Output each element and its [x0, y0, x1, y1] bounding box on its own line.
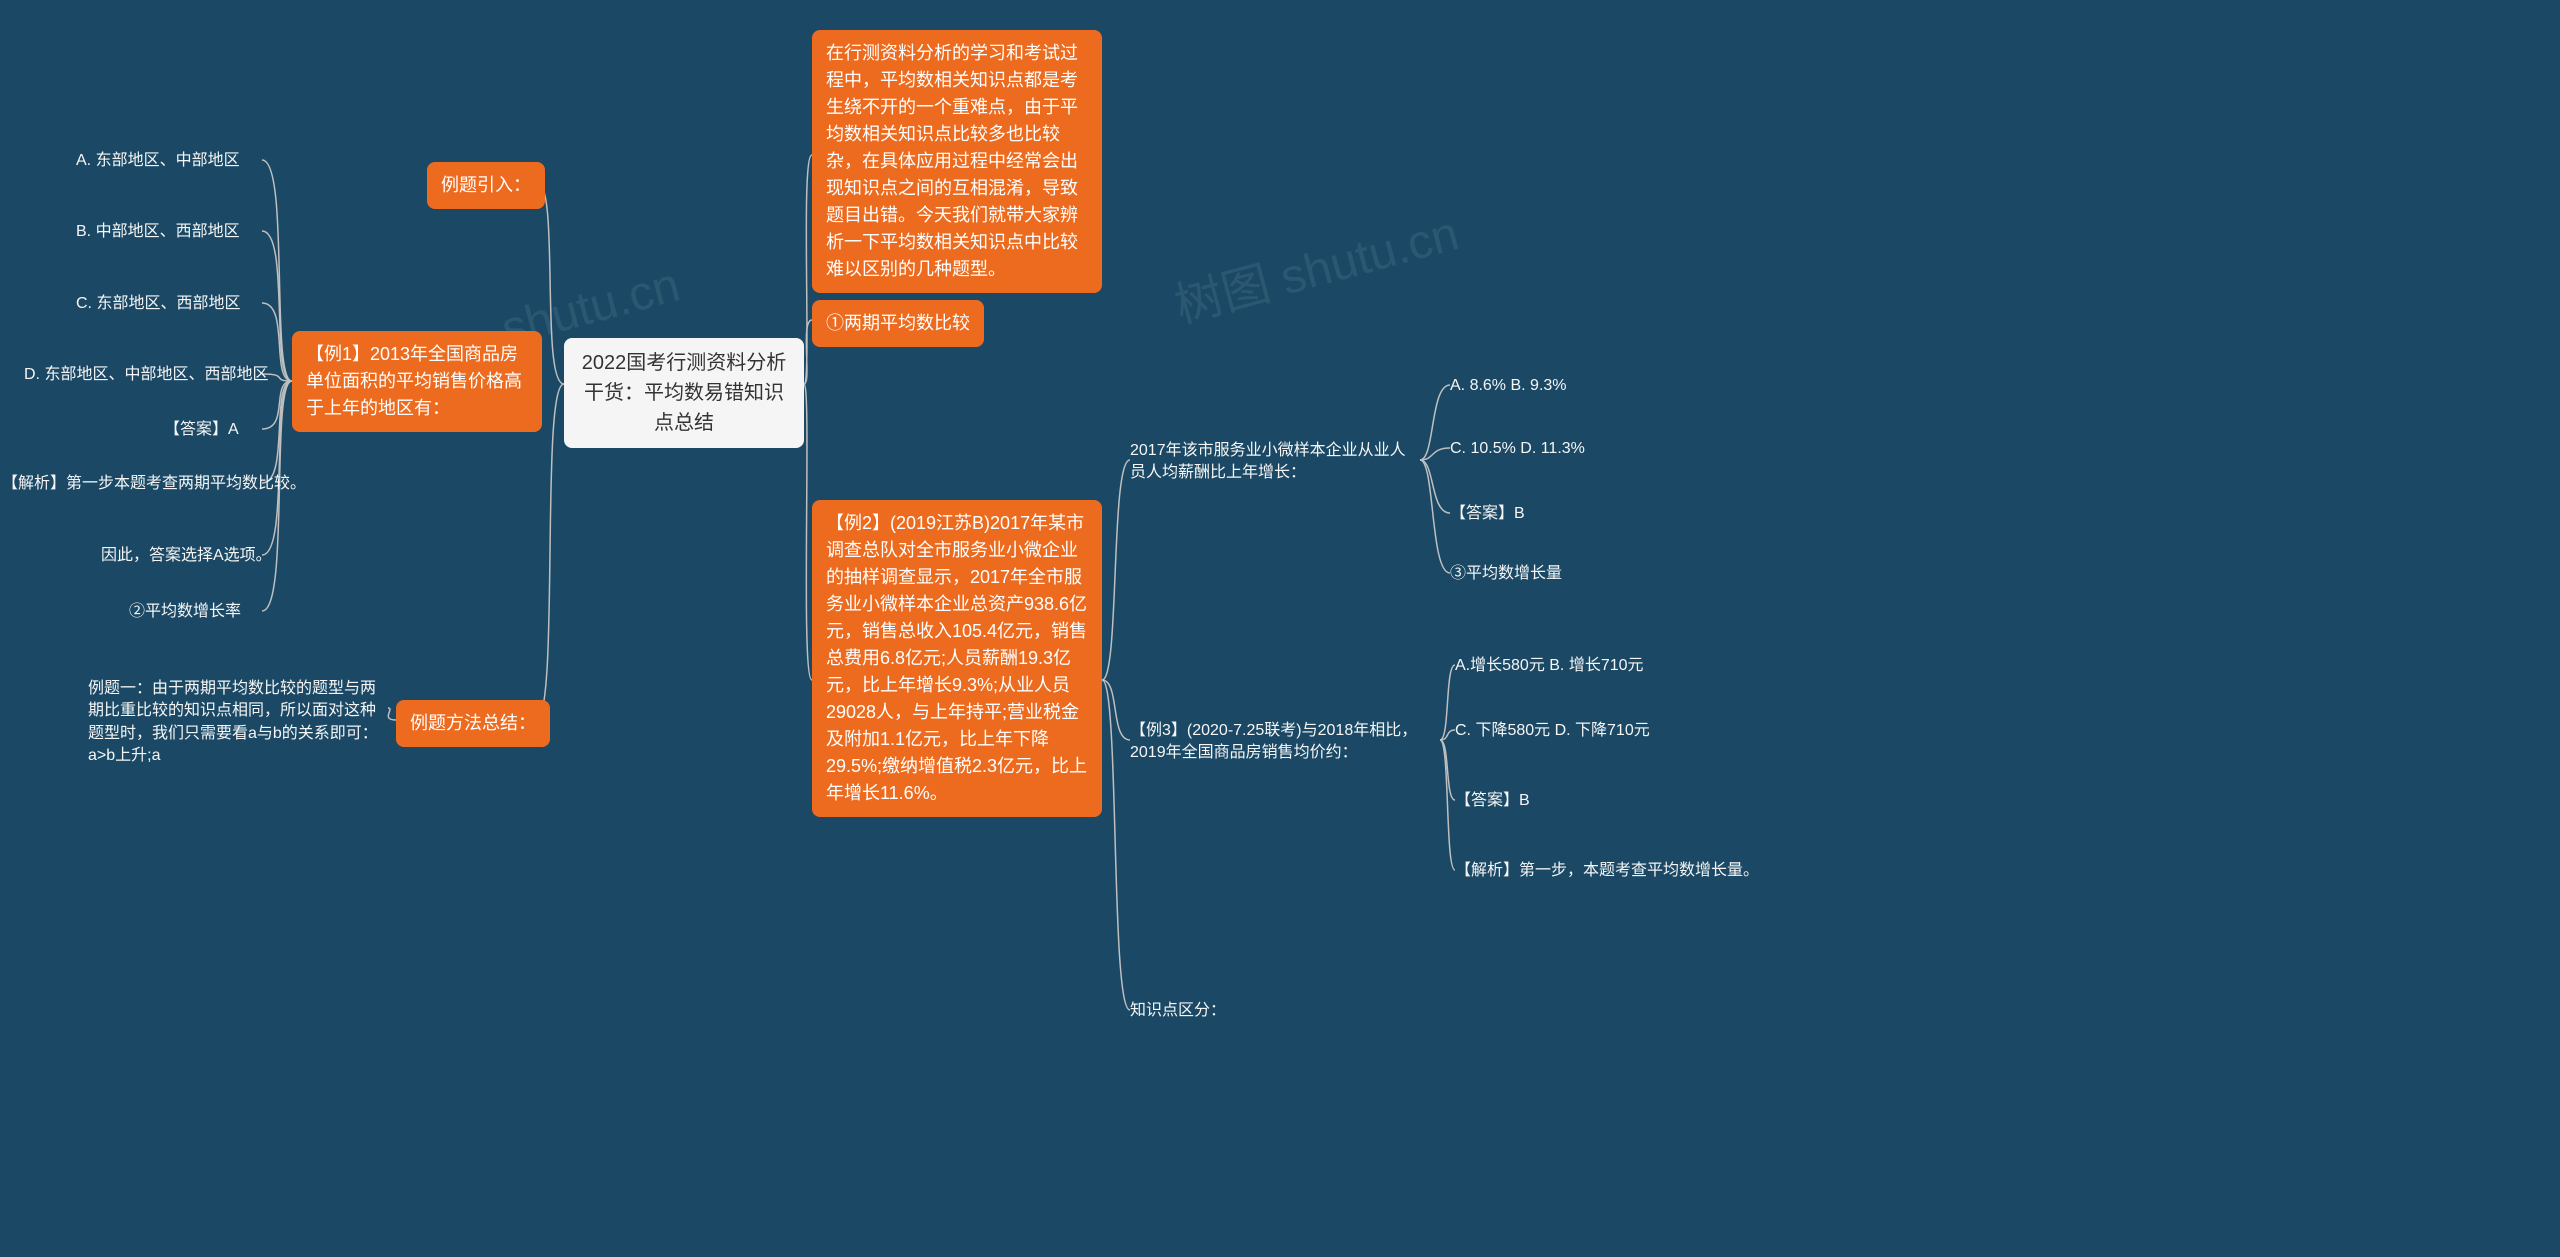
left-intro-node: 例题引入：	[427, 162, 545, 209]
watermark: 树图 shutu.cn	[1166, 194, 1465, 337]
right-topic1-text: ①两期平均数比较	[826, 313, 970, 333]
right-example2-text: 【例2】(2019江苏B)2017年某市调查总队对全市服务业小微企业的抽样调查显…	[826, 513, 1087, 803]
left-opt-b: B. 中部地区、西部地区	[76, 221, 240, 243]
q2-opt1: A.增长580元 B. 增长710元	[1455, 655, 1644, 677]
q2-opt2: C. 下降580元 D. 下降710元	[1455, 720, 1650, 742]
right-intro-node: 在行测资料分析的学习和考试过程中，平均数相关知识点都是考生绕不开的一个重难点，由…	[812, 30, 1102, 293]
q1-stem: 2017年该市服务业小微样本企业从业人员人均薪酬比上年增长：	[1130, 440, 1420, 485]
left-example1-node: 【例1】2013年全国商品房单位面积的平均销售价格高于上年的地区有：	[292, 331, 542, 432]
q1-opt2: C. 10.5% D. 11.3%	[1450, 438, 1585, 460]
q2-extra: 【解析】第一步，本题考查平均数增长量。	[1455, 860, 1759, 882]
left-topic2: ②平均数增长率	[129, 601, 241, 623]
right-topic1-node: ①两期平均数比较	[812, 300, 984, 347]
connectors	[0, 0, 2560, 1257]
left-analysis: 【解析】第一步本题考查两期平均数比较。	[2, 473, 306, 495]
left-opt-a: A. 东部地区、中部地区	[76, 150, 240, 172]
left-example1-text: 【例1】2013年全国商品房单位面积的平均销售价格高于上年的地区有：	[306, 344, 522, 418]
left-method-node: 例题方法总结：	[396, 700, 550, 747]
left-conclusion: 因此，答案选择A选项。	[101, 545, 272, 567]
q2-stem: 【例3】(2020-7.25联考)与2018年相比，2019年全国商品房销售均价…	[1130, 720, 1440, 765]
right-example2-node: 【例2】(2019江苏B)2017年某市调查总队对全市服务业小微企业的抽样调查显…	[812, 500, 1102, 817]
right-intro-text: 在行测资料分析的学习和考试过程中，平均数相关知识点都是考生绕不开的一个重难点，由…	[826, 43, 1078, 279]
left-opt-c: C. 东部地区、西部地区	[76, 293, 240, 315]
q1-extra: ③平均数增长量	[1450, 563, 1562, 585]
q1-answer: 【答案】B	[1450, 503, 1525, 525]
center-node: 2022国考行测资料分析干货：平均数易错知识点总结	[564, 338, 804, 448]
q2-answer: 【答案】B	[1455, 790, 1530, 812]
right-knowledge: 知识点区分：	[1130, 1000, 1226, 1022]
left-answer: 【答案】A	[164, 419, 239, 441]
left-opt-d: D. 东部地区、中部地区、西部地区	[24, 364, 268, 386]
q1-opt1: A. 8.6% B. 9.3%	[1450, 375, 1567, 397]
left-intro-label: 例题引入：	[441, 175, 531, 195]
left-method-label: 例题方法总结：	[410, 713, 536, 733]
left-method-text: 例题一：由于两期平均数比较的题型与两期比重比较的知识点相同，所以面对这种题型时，…	[88, 678, 388, 768]
center-title: 2022国考行测资料分析干货：平均数易错知识点总结	[582, 352, 787, 434]
